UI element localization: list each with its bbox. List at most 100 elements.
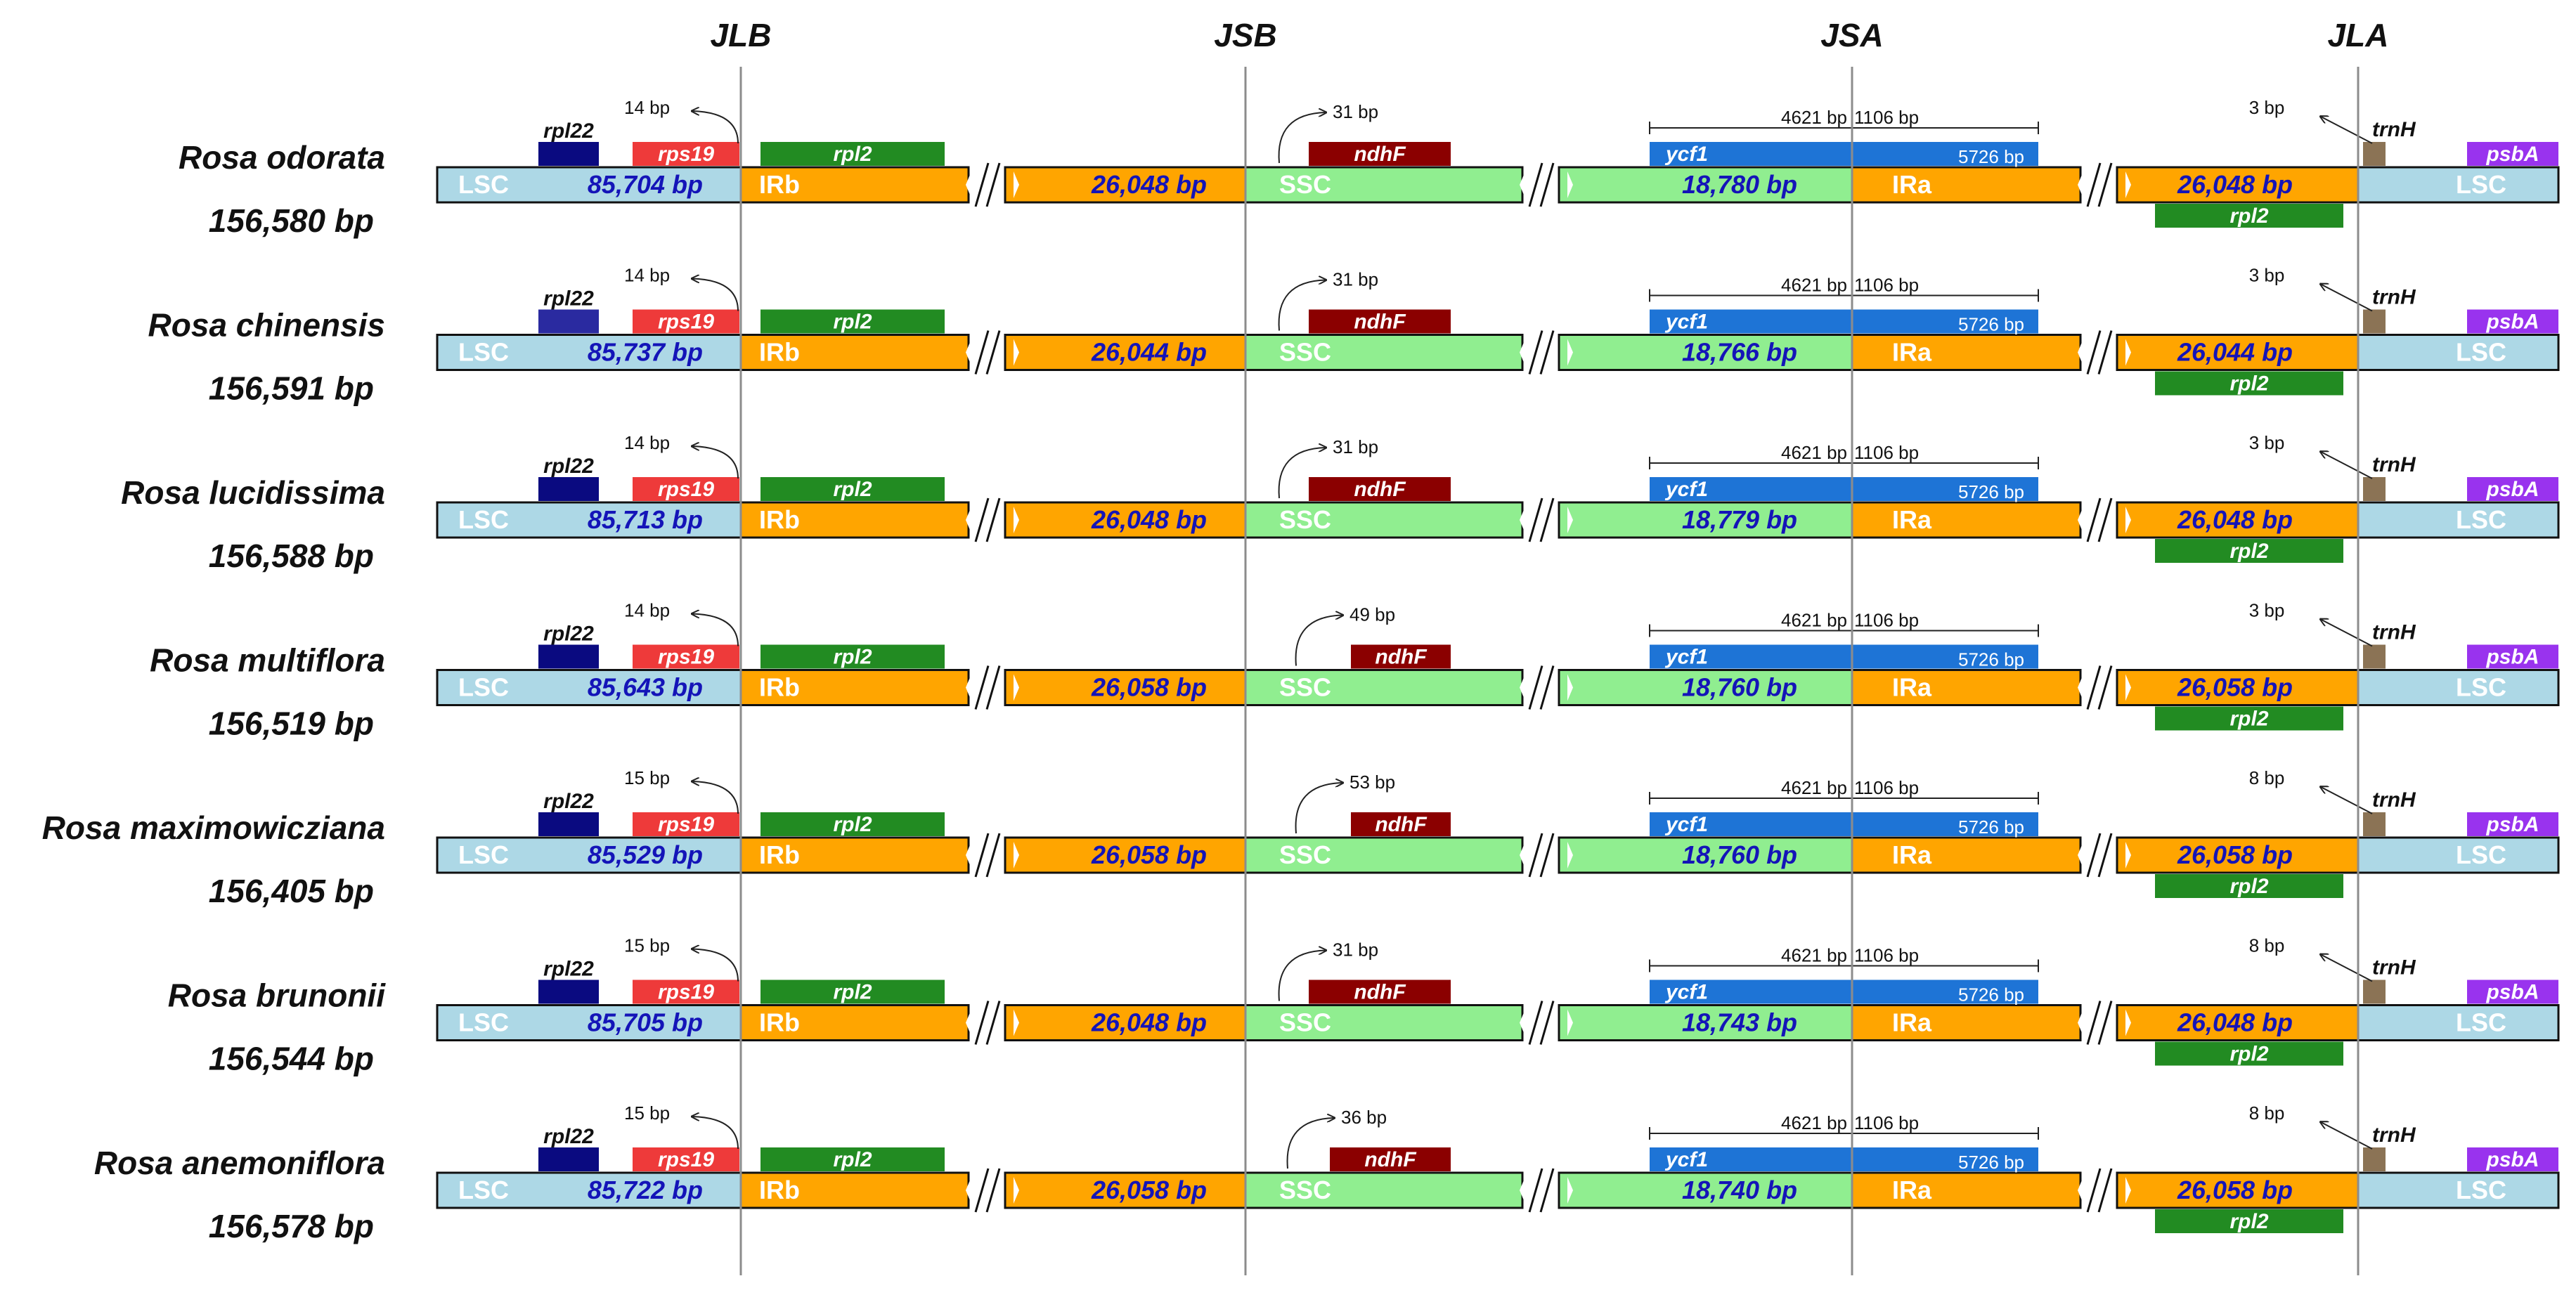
gene-label-psbA: psbA — [2486, 478, 2539, 501]
region-lsc-left — [437, 167, 741, 202]
ycf1-mid-bp: 1106 bp — [1854, 275, 1919, 296]
break-slash — [1528, 330, 1543, 375]
ira-length: 26,048 bp — [2177, 505, 2293, 534]
gene-label-psbA: psbA — [2486, 981, 2539, 1004]
gene-label-rpl2-irb: rpl2 — [833, 981, 872, 1004]
break-slash — [2097, 330, 2113, 375]
trnH-arrow — [2321, 285, 2373, 312]
ira-length: 26,048 bp — [2177, 1008, 2293, 1037]
gene-label-psbA: psbA — [2486, 646, 2539, 669]
species-name: Rosa maximowicziana — [42, 809, 385, 846]
gene-ndhF — [1309, 477, 1451, 501]
ycf1-right-bp: 5726 bp — [1958, 314, 2024, 335]
region-irb-end — [1005, 334, 1245, 370]
region-label-lsc: LSC — [458, 170, 509, 199]
species-row: Rosa odorata 156,580 bp LSC 85,704 bp IRb 26,… — [179, 97, 2560, 239]
trnH-bp: 8 bp — [2249, 767, 2285, 788]
region-irb-end — [1005, 838, 1245, 873]
gene-label-rps19: rps19 — [658, 981, 714, 1004]
trnH-arrow — [2321, 117, 2373, 144]
break-slash — [1528, 833, 1543, 878]
region-end-arrow — [2125, 339, 2131, 366]
region-label-ssc: SSC — [1279, 505, 1331, 534]
region-ssc-end — [1559, 1173, 1852, 1208]
gene-label-rps19: rps19 — [658, 1148, 714, 1171]
region-label-lsc-right: LSC — [2456, 505, 2506, 534]
gene-psbA — [2467, 644, 2558, 669]
rps19-arrow — [692, 446, 739, 479]
gene-label-trnH: trnH — [2372, 956, 2416, 980]
gene-rps19 — [633, 477, 739, 501]
ycf1-mid-bp: 1106 bp — [1854, 107, 1919, 128]
region-end-arrow — [966, 842, 971, 868]
ssc-length: 18,780 bp — [1682, 170, 1797, 199]
region-label-lsc-right: LSC — [2456, 338, 2506, 367]
region-label-lsc-right: LSC — [2456, 170, 2506, 199]
gene-ycf1 — [1650, 477, 2038, 501]
region-end-arrow — [2125, 171, 2131, 198]
gene-ndhF — [1351, 644, 1451, 669]
gene-ycf1 — [1650, 644, 2038, 669]
break-slash — [974, 162, 990, 207]
trnH-arrow — [2321, 1122, 2373, 1150]
region-end-arrow — [2078, 674, 2083, 701]
gene-psbA — [2467, 477, 2558, 501]
gene-label-psbA: psbA — [2486, 143, 2539, 166]
trnH-arrow — [2321, 955, 2373, 982]
genome-size: 156,544 bp — [209, 1041, 374, 1077]
ycf1-mid-bp: 1106 bp — [1854, 777, 1919, 798]
region-label-lsc: LSC — [458, 505, 509, 534]
gene-rpl22 — [538, 980, 599, 1004]
gene-ndhF — [1309, 980, 1451, 1004]
ycf1-right-bp: 5726 bp — [1958, 481, 2024, 502]
trnH-bp: 3 bp — [2249, 265, 2285, 286]
region-label-ssc: SSC — [1279, 170, 1331, 199]
region-ira-end — [2117, 838, 2358, 873]
species-row: Rosa anemoniflora 156,578 bp LSC 85,722 bp I… — [94, 1102, 2560, 1244]
break-slash — [2086, 162, 2102, 207]
region-lsc-left — [437, 670, 741, 705]
trnH-bp: 8 bp — [2249, 935, 2285, 956]
break-gap — [2089, 838, 2110, 873]
gene-label-rpl2-irb: rpl2 — [833, 311, 872, 334]
region-end-arrow — [1014, 171, 1019, 198]
region-irb-end — [1005, 167, 1245, 202]
region-ira-end — [2117, 1005, 2358, 1041]
trnH-arrow — [2321, 787, 2373, 814]
gene-label-ndhF: ndhF — [1354, 478, 1406, 501]
ycf1-mid-bp: 1106 bp — [1854, 1112, 1919, 1133]
species-name: Rosa lucidissima — [121, 474, 385, 511]
ndhF-arrow — [1278, 448, 1326, 499]
region-end-arrow — [1520, 171, 1525, 198]
genome-size: 156,519 bp — [209, 705, 374, 742]
break-slash — [2086, 833, 2102, 878]
region-end-arrow — [2125, 507, 2131, 533]
gene-ndhF — [1309, 309, 1451, 334]
gene-psbA — [2467, 980, 2558, 1004]
region-ssc-end — [1559, 167, 1852, 202]
trnH-arrow — [2321, 620, 2373, 647]
region-lsc-right — [2358, 167, 2558, 202]
region-end-arrow — [1567, 674, 1573, 701]
rps19-bp: 14 bp — [624, 97, 670, 118]
ira-length: 26,044 bp — [2177, 338, 2293, 367]
species-row: Rosa multiflora 156,519 bp LSC 85,643 bp IRb… — [150, 600, 2560, 742]
rps19-bp: 15 bp — [624, 1102, 670, 1124]
region-label-lsc: LSC — [458, 840, 509, 869]
region-lsc-right — [2358, 1005, 2558, 1041]
region-ira-end — [2117, 334, 2358, 370]
gene-label-rpl2-ira: rpl2 — [2229, 372, 2268, 396]
break-slash — [985, 497, 1001, 542]
gene-rps19 — [633, 812, 739, 836]
trnH-bp: 3 bp — [2249, 600, 2285, 621]
break-slash — [1528, 1168, 1543, 1213]
gene-rpl22 — [538, 477, 599, 501]
region-end-arrow — [2125, 842, 2131, 868]
break-slash — [2086, 1168, 2102, 1213]
gene-rpl2-irb — [760, 644, 945, 669]
gene-label-rps19: rps19 — [658, 311, 714, 334]
gene-ycf1 — [1650, 309, 2038, 334]
region-label-ssc: SSC — [1279, 338, 1331, 367]
region-label-lsc: LSC — [458, 1008, 509, 1037]
region-end-arrow — [1567, 171, 1573, 198]
